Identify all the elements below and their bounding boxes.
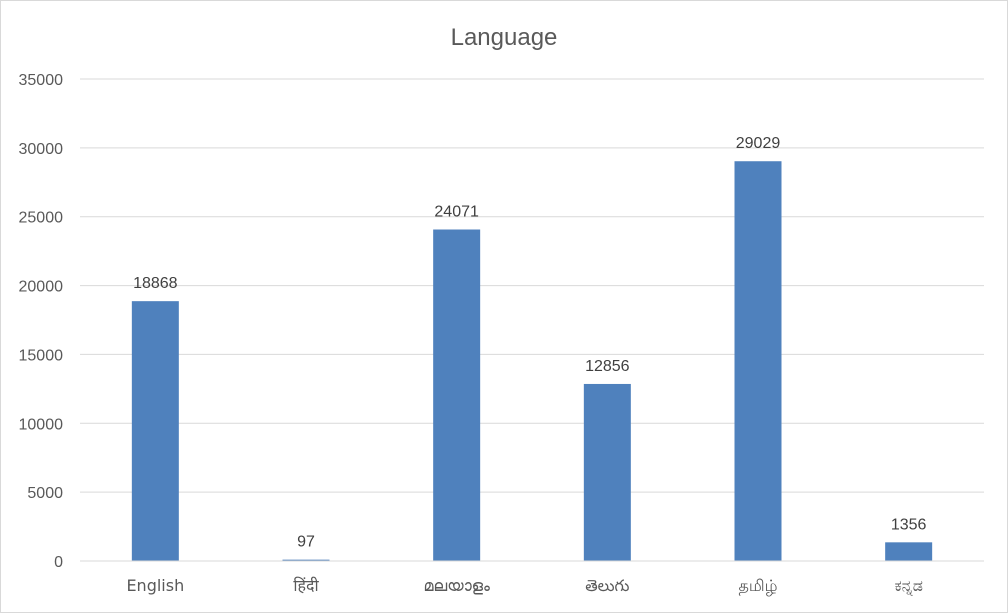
x-category-label: മലയാളം — [424, 576, 491, 595]
y-tick-label: 10000 — [19, 416, 64, 433]
data-labels: 18868 97 24071 12856 29029 1356 — [133, 135, 926, 550]
x-category-label: ಕನ್ನಡ — [894, 576, 922, 596]
y-tick-label: 15000 — [19, 347, 64, 364]
y-tick-label: 5000 — [27, 485, 63, 502]
x-category-label: English — [126, 576, 184, 595]
y-tick-label: 25000 — [19, 210, 64, 227]
data-label: 1356 — [891, 516, 927, 533]
bar — [433, 229, 481, 562]
bar — [583, 383, 631, 561]
x-category-label: தமிழ் — [738, 576, 777, 595]
data-label: 24071 — [434, 204, 479, 221]
bar — [734, 161, 782, 562]
data-label: 18868 — [133, 275, 178, 292]
x-category-label: తెలుగు — [585, 576, 629, 595]
y-axis-tick-labels: 0 5000 10000 15000 20000 25000 30000 35000 — [19, 72, 64, 571]
data-label: 97 — [297, 534, 315, 551]
y-tick-label: 0 — [54, 554, 63, 571]
chart-title: Language — [451, 24, 558, 51]
bar — [131, 301, 179, 561]
y-tick-label: 20000 — [19, 279, 64, 296]
data-label: 12856 — [585, 358, 630, 375]
bar — [885, 542, 933, 561]
data-label: 29029 — [736, 135, 781, 152]
gridlines — [80, 78, 984, 493]
y-tick-label: 35000 — [19, 72, 64, 89]
x-axis-category-labels: English हिंदी മലയാളം తెలుగు தமிழ் ಕನ್ನಡ — [126, 576, 922, 596]
bars — [131, 161, 933, 562]
y-tick-label: 30000 — [19, 141, 64, 158]
bar — [282, 559, 330, 561]
x-category-label: हिंदी — [293, 576, 319, 595]
